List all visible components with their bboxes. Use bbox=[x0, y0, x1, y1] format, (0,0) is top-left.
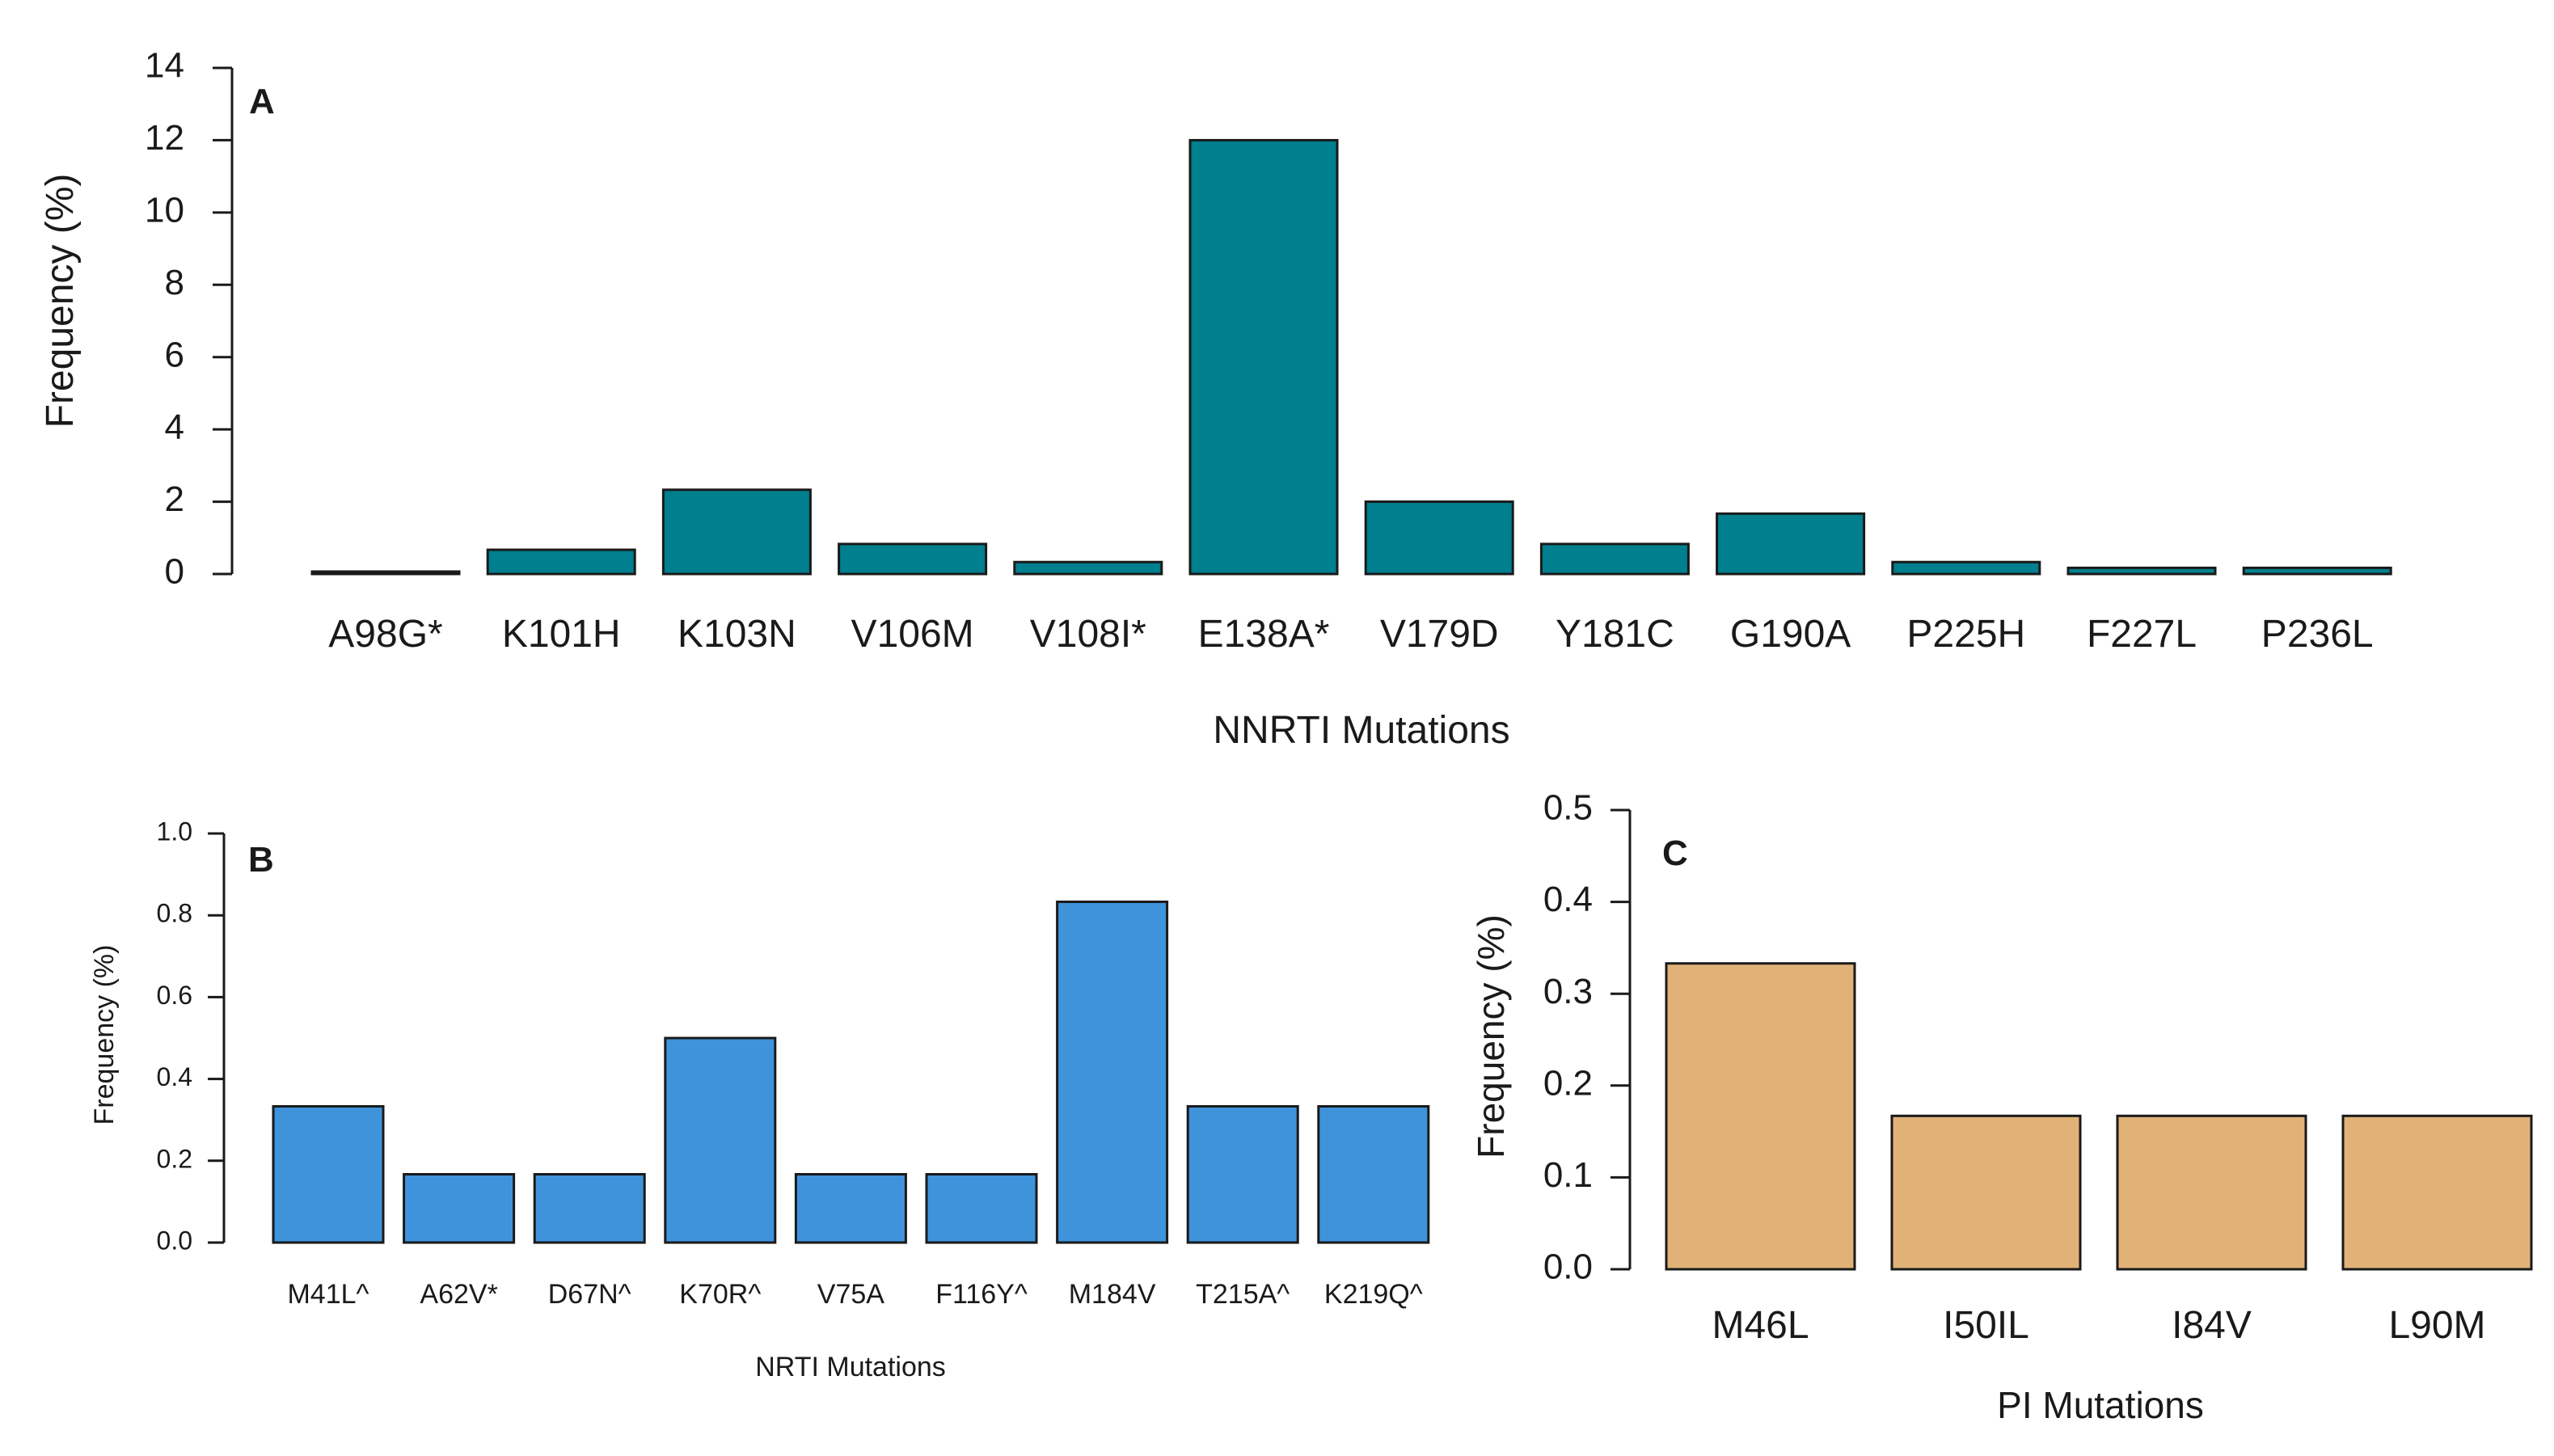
panel-a-category-label: Y181C bbox=[1556, 613, 1674, 656]
panel-c-bar bbox=[1890, 1114, 2082, 1271]
panel-a-bar bbox=[838, 542, 988, 576]
panel-c-bar bbox=[2116, 1114, 2307, 1271]
panel-b-bar bbox=[533, 1172, 646, 1244]
panel-a-bar bbox=[1891, 560, 2041, 576]
panel-c-bar bbox=[1665, 962, 1856, 1271]
panel-a-bar bbox=[1716, 512, 1866, 576]
panel-a-category-label: F227L bbox=[2087, 613, 2197, 656]
panel-b-y-axis-title: Frequency (%) bbox=[89, 945, 120, 1125]
panel-a-category-label: V108I* bbox=[1030, 613, 1146, 656]
panel-c-y-axis-title: Frequency (%) bbox=[1470, 914, 1512, 1158]
panel-a-y-tick-label: 6 bbox=[165, 335, 184, 374]
panel-a-y-tick-label: 14 bbox=[145, 46, 184, 86]
panel-a-x-axis-title: NNRTI Mutations bbox=[1213, 709, 1509, 752]
panel-c-y-tick-label: 0.3 bbox=[1543, 972, 1593, 1011]
panel-b-category-label: A62V* bbox=[420, 1279, 497, 1310]
panel-b-bar bbox=[1056, 901, 1169, 1244]
panel-c-y-tick-label: 0.1 bbox=[1543, 1155, 1593, 1195]
panel-b-bar bbox=[272, 1105, 385, 1244]
panel-b-category-label: K219Q^ bbox=[1324, 1279, 1423, 1310]
panel-a-y-tick-label: 10 bbox=[145, 190, 184, 230]
panel-a-category-label: K103N bbox=[678, 613, 796, 656]
panel-a-category-label: G190A bbox=[1730, 613, 1851, 656]
panel-a-bar bbox=[2066, 566, 2217, 576]
panel-b-y-tick-label: 1.0 bbox=[157, 817, 192, 846]
panel-c-y-tick-label: 0.4 bbox=[1543, 880, 1593, 919]
panel-b-category-label: M184V bbox=[1069, 1279, 1156, 1310]
panel-a-category-label: P236L bbox=[2261, 613, 2374, 656]
panel-b-bar bbox=[664, 1036, 777, 1244]
panel-c-y-tick-label: 0.0 bbox=[1543, 1247, 1593, 1287]
panel-b-category-label: D67N^ bbox=[548, 1279, 631, 1310]
panel-a-bar bbox=[1013, 560, 1163, 576]
panel-c-x-axis-title: PI Mutations bbox=[1997, 1384, 2204, 1426]
panel-a-letter: A bbox=[249, 82, 275, 121]
panel-a-category-label: E138A* bbox=[1198, 613, 1330, 656]
panel-a-y-tick-label: 2 bbox=[165, 479, 184, 519]
panel-a-y-tick-label: 12 bbox=[145, 118, 184, 158]
panel-a-bar bbox=[310, 570, 461, 576]
panel-c-category-label: I84V bbox=[2172, 1304, 2252, 1347]
panel-c-y-tick-label: 0.5 bbox=[1543, 788, 1593, 828]
panel-a-bar bbox=[2242, 566, 2392, 576]
panel-a-y-tick-label: 0 bbox=[165, 552, 184, 592]
panel-b-bar bbox=[1317, 1105, 1430, 1244]
panel-a-category-label: A98G* bbox=[328, 613, 442, 656]
panel-b-category-label: T215A^ bbox=[1196, 1279, 1290, 1310]
panel-b-y-tick-label: 0.0 bbox=[157, 1226, 192, 1255]
panel-b-x-axis-title: NRTI Mutations bbox=[755, 1352, 946, 1382]
panel-b-y-tick-label: 0.6 bbox=[157, 981, 192, 1010]
panel-c-y-tick-label: 0.2 bbox=[1543, 1063, 1593, 1103]
panel-a-bar bbox=[1188, 138, 1339, 576]
panel-a-bar bbox=[1364, 500, 1514, 576]
panel-b-y-tick-label: 0.8 bbox=[157, 899, 192, 928]
panel-b-letter: B bbox=[248, 840, 274, 880]
panel-b-category-label: V75A bbox=[817, 1279, 884, 1310]
panel-a-bar bbox=[661, 488, 812, 576]
panel-a-category-label: V179D bbox=[1380, 613, 1499, 656]
panel-b-bar bbox=[1186, 1105, 1299, 1244]
panel-c-category-label: I50IL bbox=[1943, 1304, 2029, 1347]
panel-b-bar bbox=[925, 1172, 1038, 1244]
panel-a-bar bbox=[486, 548, 636, 576]
panel-b-bar bbox=[403, 1172, 516, 1244]
panel-a-y-tick-label: 4 bbox=[165, 407, 184, 447]
panel-c-bar bbox=[2341, 1114, 2533, 1271]
panel-a-y-tick-label: 8 bbox=[165, 263, 184, 302]
panel-b-category-label: M41L^ bbox=[287, 1279, 369, 1310]
panel-b-y-tick-label: 0.4 bbox=[157, 1062, 192, 1091]
panel-c-letter: C bbox=[1662, 834, 1688, 873]
panel-c-category-label: M46L bbox=[1712, 1304, 1809, 1347]
panel-a-category-label: P225H bbox=[1906, 613, 2025, 656]
panel-a-bar bbox=[1539, 542, 1690, 576]
panel-b-y-tick-label: 0.2 bbox=[157, 1144, 192, 1173]
panel-c-category-label: L90M bbox=[2388, 1304, 2485, 1347]
panel-b-bar bbox=[794, 1172, 907, 1244]
panel-a-category-label: K101H bbox=[502, 613, 621, 656]
panel-a-y-axis-title: Frequency (%) bbox=[39, 174, 82, 428]
panel-b-category-label: F116Y^ bbox=[935, 1279, 1028, 1310]
panel-b-category-label: K70R^ bbox=[679, 1279, 761, 1310]
panel-a-category-label: V106M bbox=[851, 613, 974, 656]
